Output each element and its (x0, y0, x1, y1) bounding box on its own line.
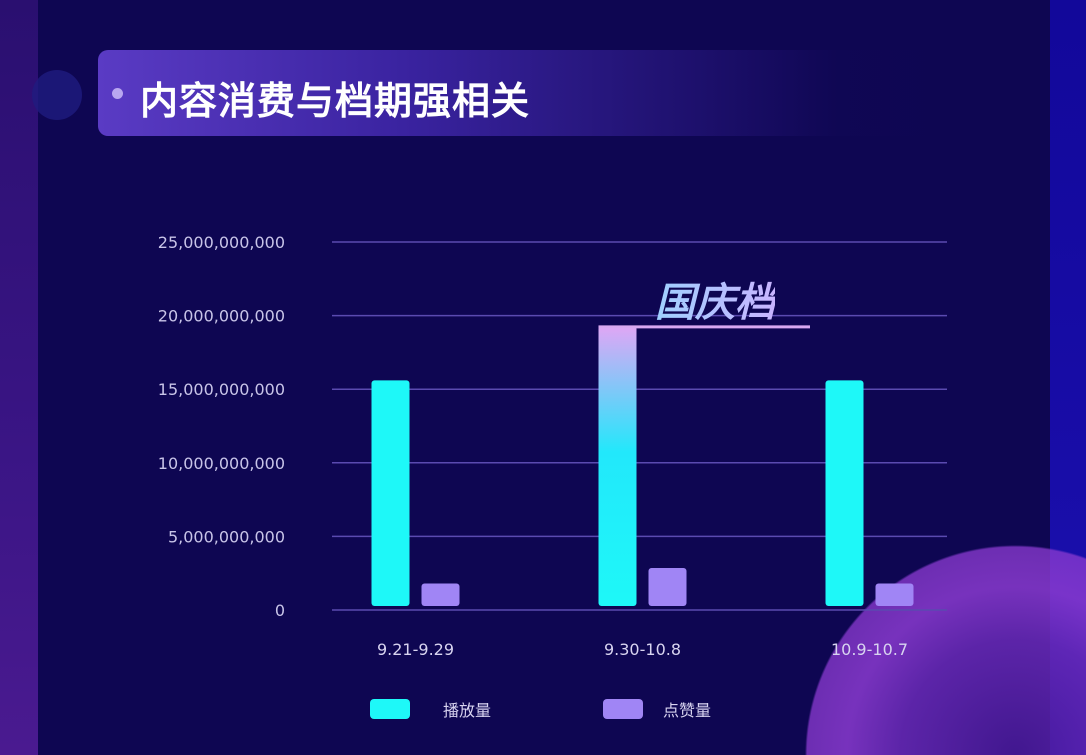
annotation-national-day: 国庆档 (655, 270, 775, 328)
bar-like (875, 583, 914, 606)
decorative-orb (32, 70, 82, 120)
title-banner (98, 50, 968, 136)
y-tick-label: 25,000,000,000 (158, 233, 285, 252)
y-tick-label: 5,000,000,000 (168, 527, 285, 546)
legend-swatch-like (603, 699, 643, 719)
bar-like (421, 583, 460, 606)
bar-play (825, 380, 864, 606)
legend-swatch-play (370, 699, 410, 719)
y-tick-label: 0 (275, 601, 285, 620)
x-tick-label: 9.21-9.29 (377, 640, 454, 659)
x-tick-label: 10.9-10.7 (831, 640, 908, 659)
y-tick-label: 15,000,000,000 (158, 380, 285, 399)
x-tick-label: 9.30-10.8 (604, 640, 681, 659)
background-edge-left (0, 0, 38, 755)
legend-item-like[interactable]: 点赞量 (603, 697, 711, 721)
legend-label: 点赞量 (663, 701, 712, 720)
y-tick-label: 10,000,000,000 (158, 454, 285, 473)
bar-like (648, 568, 687, 606)
legend-label: 播放量 (443, 701, 492, 720)
page-title: 内容消费与档期强相关 (140, 79, 531, 123)
title-bullet-icon (112, 88, 123, 99)
bar-play (598, 325, 637, 606)
y-tick-label: 20,000,000,000 (158, 307, 285, 326)
bar-play (371, 380, 410, 606)
legend-item-play[interactable]: 播放量 (370, 697, 491, 721)
